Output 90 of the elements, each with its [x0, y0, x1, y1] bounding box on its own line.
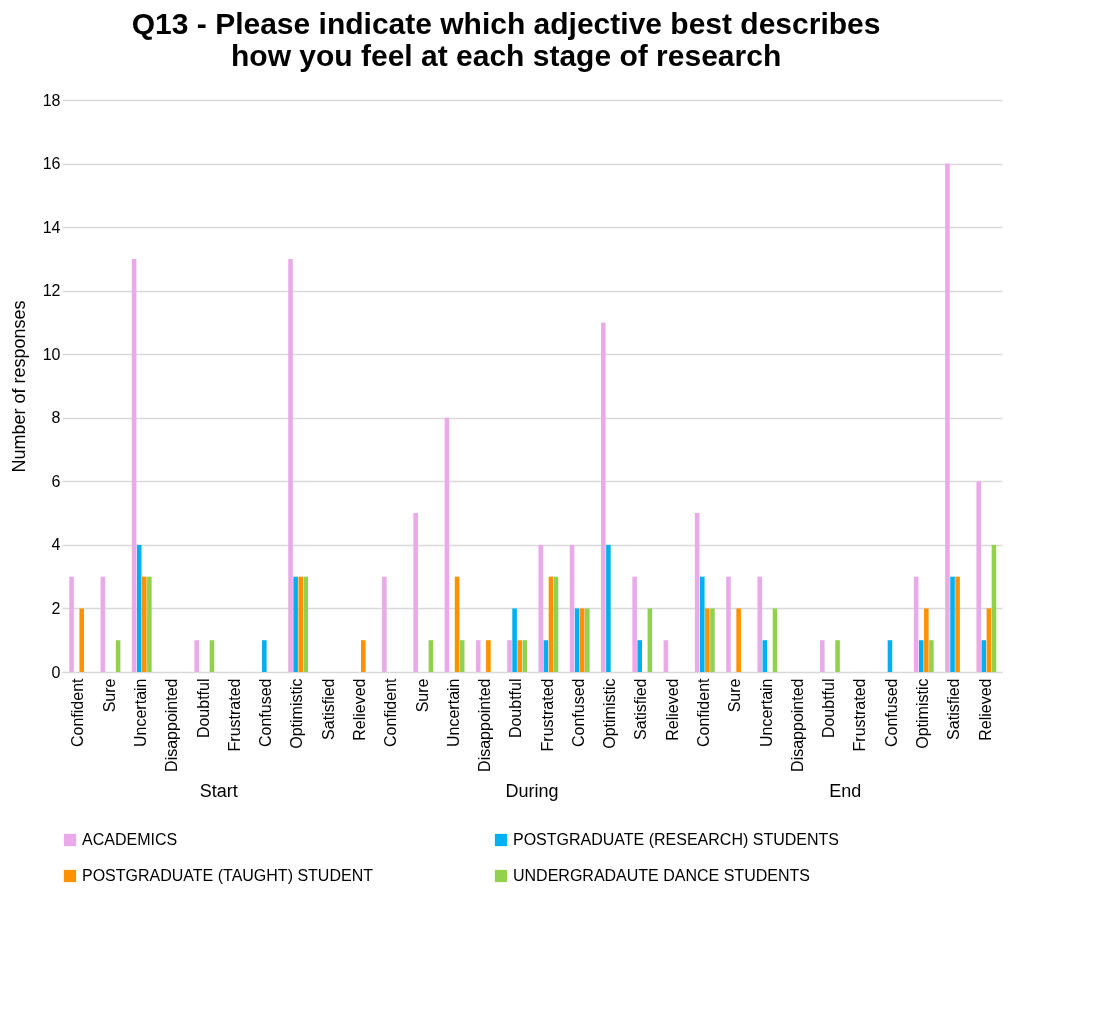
bar [705, 608, 710, 672]
y-tick-label: 18 [42, 91, 61, 109]
bar [632, 576, 637, 672]
bar [699, 576, 705, 672]
bar [69, 576, 74, 672]
bar [835, 640, 840, 672]
bar [929, 640, 934, 672]
x-tick-label: Disappointed [476, 678, 494, 772]
x-tick-label: Confused [569, 678, 587, 747]
bar [538, 544, 544, 672]
bar [512, 608, 517, 672]
bar [710, 608, 715, 672]
bar [976, 481, 981, 672]
legend-label: UNDERGRADAUTE DANCE STUDENTS [513, 867, 810, 884]
x-tick-label: Satisfied [632, 678, 650, 740]
y-tick-label: 8 [51, 409, 61, 427]
x-tick-label: Sure [413, 678, 431, 713]
bar [413, 513, 418, 672]
bar [924, 608, 929, 672]
y-tick-label: 16 [42, 155, 61, 173]
x-tick-label: Disappointed [788, 678, 806, 772]
bar [945, 163, 950, 672]
bar [293, 576, 298, 672]
bar [820, 640, 825, 672]
bar [601, 322, 606, 672]
x-tick-label: Doubtful [194, 678, 212, 739]
text: Start [199, 781, 238, 801]
x-tick-label: Confused [882, 678, 900, 747]
bar [950, 576, 955, 672]
x-tick-label: Doubtful [820, 678, 838, 739]
bar [918, 640, 924, 672]
bar [298, 576, 303, 672]
y-tick-label: 2 [51, 599, 61, 617]
x-tick-label: Relieved [976, 678, 994, 741]
y-tick-label: 12 [42, 282, 61, 300]
y-tick-label: 4 [51, 536, 61, 554]
y-tick-label: 14 [42, 218, 61, 236]
bar [147, 576, 152, 672]
bar [475, 640, 481, 672]
legend-label: POSTGRADUATE (TAUGHT) STUDENT [82, 867, 374, 884]
bar [288, 258, 293, 672]
bar [606, 544, 611, 672]
x-tick-label: Sure [100, 678, 118, 713]
y-tick-label: 0 [51, 663, 61, 681]
bar [585, 608, 590, 672]
x-tick-label: Satisfied [319, 678, 337, 740]
bar [262, 640, 267, 672]
bar [955, 576, 960, 672]
text: During [505, 781, 559, 801]
x-tick-label: Confident [382, 677, 400, 747]
bar [517, 640, 522, 672]
bar [194, 640, 199, 672]
bar [579, 608, 585, 672]
bar [79, 608, 85, 672]
bar [507, 640, 512, 672]
x-tick-label: Uncertain [444, 678, 462, 747]
x-tick-label: Optimistic [288, 678, 306, 749]
x-tick-label: Doubtful [507, 678, 525, 739]
bar [522, 640, 528, 672]
bar [736, 608, 741, 672]
x-tick-label: Confident [695, 677, 713, 747]
chart-title: Q13 - Please indicate which adjective best describes how you feel at each stage of research [131, 7, 881, 72]
x-tick-label: Disappointed [163, 678, 181, 772]
y-tick-label: 10 [42, 345, 61, 363]
bar [303, 576, 309, 672]
x-tick-label: Frustrated [538, 678, 556, 752]
legend-label: ACADEMICS [82, 831, 178, 848]
x-tick-label: Satisfied [945, 678, 963, 740]
x-tick-label: Optimistic [601, 678, 619, 749]
bar [382, 576, 387, 672]
bar [486, 640, 491, 672]
bar [726, 576, 731, 672]
bar [360, 640, 366, 672]
y-tick-label: 6 [51, 472, 61, 490]
y-axis-title: Number of responses [8, 300, 29, 473]
x-tick-label: Uncertain [757, 678, 775, 747]
x-tick-label: Uncertain [131, 678, 149, 747]
x-tick-label: Frustrated [851, 678, 869, 752]
text: End [829, 781, 862, 801]
x-tick-label: Confident [69, 677, 87, 747]
legend-label: POSTGRADUATE (RESEARCH) STUDENTS [513, 831, 839, 848]
x-tick-label: Confused [257, 678, 275, 747]
bar [757, 576, 763, 672]
x-tick-label: Frustrated [225, 678, 243, 752]
bar [637, 640, 642, 672]
x-tick-label: Sure [726, 678, 744, 713]
x-tick-label: Optimistic [914, 678, 932, 749]
bar [142, 576, 147, 672]
x-tick-label: Relieved [663, 678, 681, 741]
x-tick-label: Relieved [350, 678, 368, 741]
